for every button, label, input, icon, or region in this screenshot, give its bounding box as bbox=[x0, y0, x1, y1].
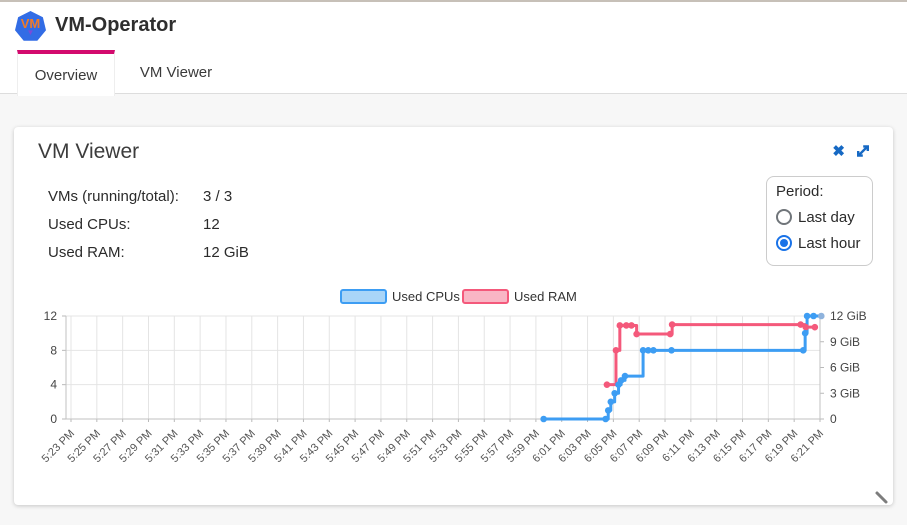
app-logo: VM ▼ bbox=[15, 11, 46, 41]
stat-cpus-value: 12 bbox=[203, 215, 220, 233]
period-last-day-label: Last day bbox=[798, 208, 855, 226]
close-button[interactable]: ✖ bbox=[832, 141, 845, 161]
stat-ram-label: Used RAM: bbox=[48, 243, 125, 261]
vm-viewer-card: VM Viewer ✖ VMs (running/total): 3 / 3 U… bbox=[14, 127, 893, 505]
svg-text:4: 4 bbox=[50, 378, 57, 392]
period-last-hour-label: Last hour bbox=[798, 234, 861, 252]
tab-vm-viewer-label: VM Viewer bbox=[139, 63, 213, 81]
expand-button[interactable] bbox=[854, 141, 872, 161]
stat-row-ram: Used RAM: 12 GiB bbox=[48, 238, 249, 266]
logo-vm-text: VM bbox=[20, 15, 41, 31]
svg-text:8: 8 bbox=[50, 343, 57, 357]
tab-vm-viewer[interactable]: VM Viewer bbox=[128, 50, 224, 94]
svg-text:12 GiB: 12 GiB bbox=[830, 309, 867, 323]
svg-text:Used CPUs: Used CPUs bbox=[392, 289, 460, 304]
app-title: VM-Operator bbox=[55, 14, 177, 36]
stat-row-cpus: Used CPUs: 12 bbox=[48, 210, 249, 238]
stat-row-vms: VMs (running/total): 3 / 3 bbox=[48, 182, 249, 210]
radio-last-hour[interactable] bbox=[776, 235, 792, 251]
svg-text:3 GiB: 3 GiB bbox=[830, 386, 860, 400]
svg-text:0: 0 bbox=[830, 412, 837, 426]
stat-vms-label: VMs (running/total): bbox=[48, 187, 179, 205]
logo-caret-icon: ▼ bbox=[26, 27, 35, 37]
period-option-last-day[interactable]: Last day bbox=[776, 204, 862, 230]
stat-cpus-label: Used CPUs: bbox=[48, 215, 131, 233]
usage-chart-svg: 5:23 PM5:25 PM5:27 PM5:29 PM5:31 PM5:33 … bbox=[40, 289, 867, 465]
resize-handle[interactable] bbox=[871, 487, 891, 507]
card-actions: ✖ bbox=[832, 141, 872, 161]
app-header: VM ▼ VM-Operator bbox=[0, 0, 907, 50]
stat-ram-value: 12 GiB bbox=[203, 243, 249, 261]
expand-icon bbox=[856, 145, 870, 157]
period-label: Period: bbox=[776, 183, 824, 200]
period-selector: Period: Last day Last hour bbox=[766, 176, 873, 266]
period-option-last-hour[interactable]: Last hour bbox=[776, 230, 862, 256]
svg-text:12: 12 bbox=[44, 309, 58, 323]
svg-text:Used RAM: Used RAM bbox=[514, 289, 577, 304]
radio-last-day[interactable] bbox=[776, 209, 792, 225]
usage-chart: 5:23 PM 5:25 PM 5:27 PM 5:29 PM 5:31 PM 5:33 … bbox=[14, 285, 893, 497]
close-icon: ✖ bbox=[832, 143, 845, 160]
stat-vms-value: 3 / 3 bbox=[203, 187, 233, 205]
svg-text:9 GiB: 9 GiB bbox=[830, 335, 860, 349]
svg-text:6 GiB: 6 GiB bbox=[830, 361, 860, 375]
tab-bar: Overview VM Viewer bbox=[0, 50, 907, 96]
tab-overview[interactable]: Overview bbox=[17, 50, 115, 96]
tab-overview-label: Overview bbox=[34, 66, 98, 84]
stats-panel: VMs (running/total): 3 / 3 Used CPUs: 12… bbox=[48, 182, 249, 266]
card-title: VM Viewer bbox=[38, 140, 140, 163]
svg-text:0: 0 bbox=[50, 412, 57, 426]
